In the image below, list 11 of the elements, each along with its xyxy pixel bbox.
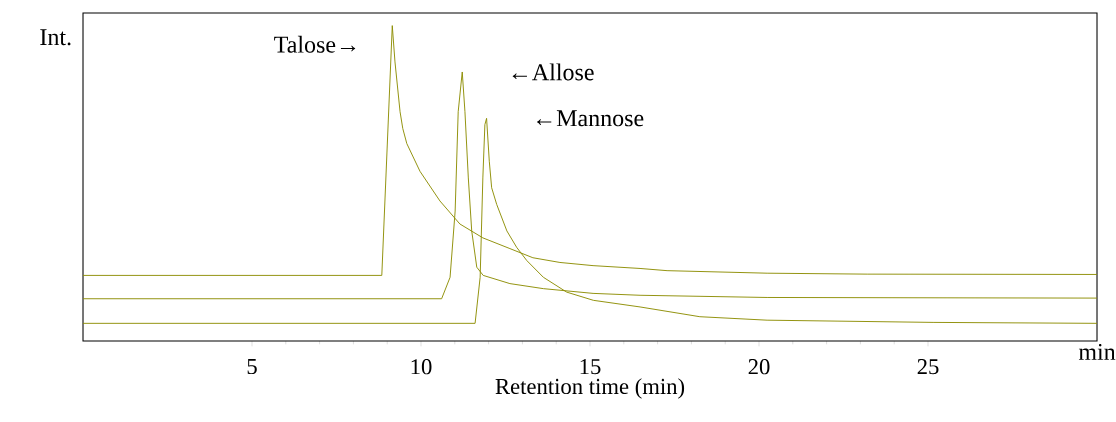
x-tick-label: 5 — [247, 359, 257, 375]
x-tick-label: 20 — [748, 359, 770, 375]
x-tick-label: 10 — [411, 359, 432, 375]
x-axis-title: Retention time (min) — [495, 378, 685, 399]
y-axis-title: Int. — [40, 29, 71, 46]
annotation: ←Allose — [512, 63, 594, 81]
annotation: ←Mannose — [537, 110, 644, 127]
annotation: Talose→ — [274, 35, 356, 53]
text: min — [1078, 343, 1116, 360]
x-tick-label: 15 — [580, 359, 601, 375]
x-tick-label: 25 — [917, 359, 939, 375]
